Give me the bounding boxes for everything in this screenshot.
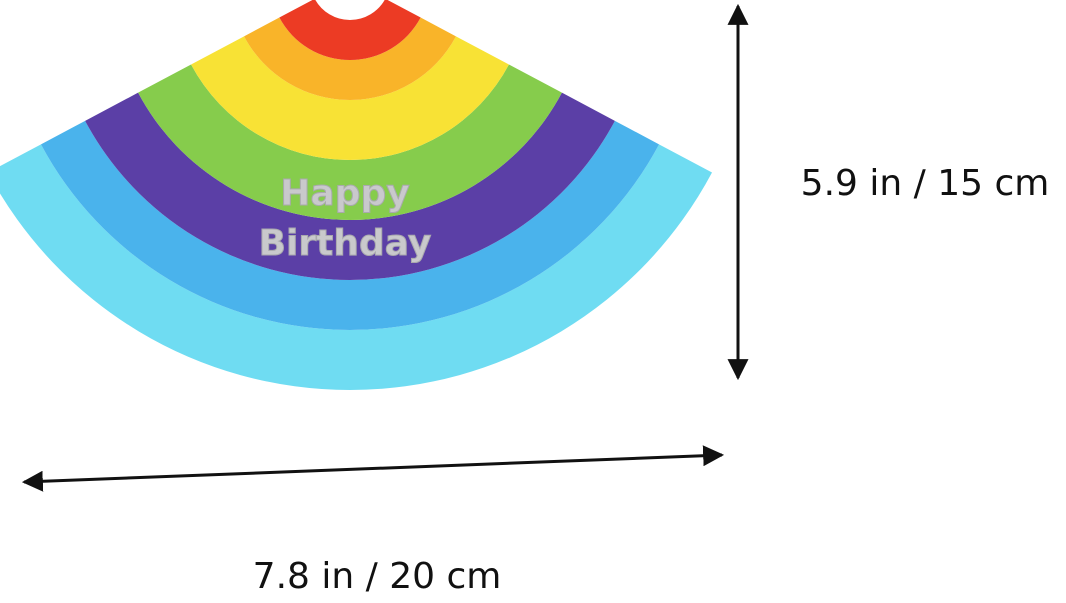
rainbow-band (191, 36, 509, 161)
hat-text: Happy (280, 173, 409, 214)
party-hat (0, 0, 713, 390)
rainbow-band (279, 0, 421, 61)
height-label: 5.9 in / 15 cm (801, 163, 1050, 204)
hat-text: Birthday (259, 223, 432, 264)
rainbow-band (0, 144, 713, 390)
rainbow-band (40, 120, 660, 331)
rainbow-band (138, 64, 562, 220)
width-label: 7.8 in / 20 cm (253, 556, 502, 597)
rainbow-band (85, 92, 615, 280)
width-arrow (21, 445, 725, 492)
rainbow-band (244, 17, 456, 100)
